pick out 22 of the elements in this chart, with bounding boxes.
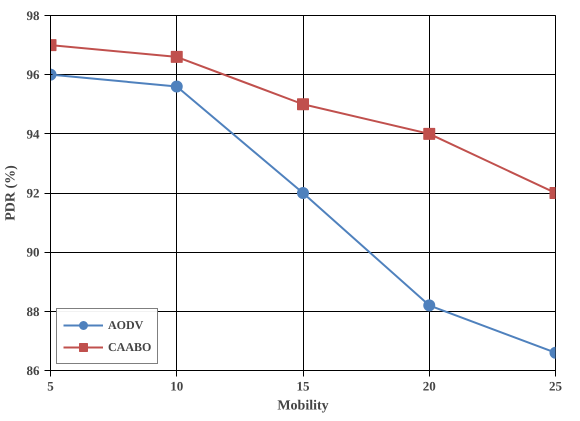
point [297, 98, 309, 110]
y-tick-label: 88 [26, 304, 40, 319]
x-axis-title: Mobility [277, 398, 329, 414]
point [423, 299, 436, 312]
x-tick-label: 25 [549, 378, 562, 394]
point [170, 80, 183, 92]
legend-label: AODV [108, 318, 144, 332]
y-tick-label: 90 [26, 244, 40, 260]
y-tick-label: 98 [26, 8, 40, 23]
point [423, 128, 436, 140]
x-tick-label: 10 [170, 378, 184, 394]
point [297, 187, 309, 199]
y-axis-title: PDR (%) [4, 164, 18, 221]
point [170, 50, 183, 63]
y-tick-label: 94 [26, 126, 40, 142]
y-tick-label: 96 [26, 67, 40, 82]
y-tick-label: 92 [26, 186, 40, 200]
y-tick-label: 86 [26, 363, 40, 378]
x-tick-label: 20 [422, 378, 436, 394]
x-tick-label: 5 [47, 378, 54, 394]
x-tick-label: 15 [296, 378, 310, 394]
legend-label: CAABO [108, 340, 152, 354]
